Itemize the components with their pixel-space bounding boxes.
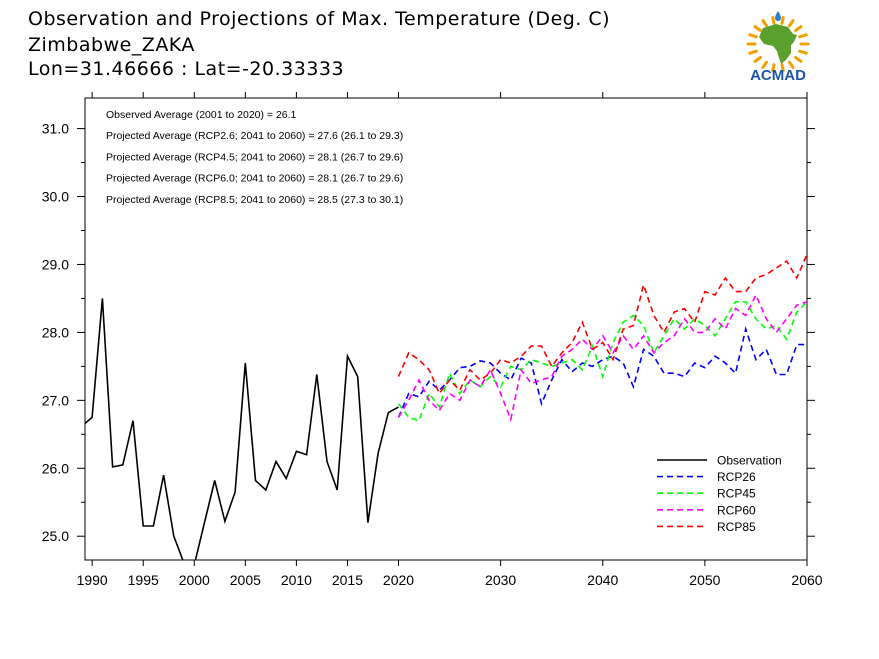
sun-ray: [788, 19, 795, 28]
series-line-rcp85: [397, 253, 807, 396]
x-tick-label: 2030: [485, 572, 516, 588]
x-tick-label: 2020: [383, 572, 414, 588]
sun-ray: [794, 55, 803, 63]
sun-ray: [794, 25, 803, 33]
x-tick-label: 2000: [179, 572, 210, 588]
annotation-text: Projected Average (RCP6.0; 2041 to 2060)…: [106, 173, 403, 185]
sun-ray: [788, 60, 795, 69]
legend: Observation RCP26 RCP45 RCP60 RCP85: [657, 454, 782, 534]
coordinates-label: Lon=31.46666 : Lat=-20.33333: [28, 58, 345, 80]
x-tick-label: 1995: [128, 572, 159, 588]
axis-ticks: [77, 92, 815, 566]
sun-ray: [771, 63, 776, 73]
sun-ray: [748, 49, 758, 55]
logo-text: ACMAD: [750, 67, 806, 84]
sun-ray: [780, 15, 785, 25]
sun-ray: [748, 33, 758, 39]
y-tick-label: 30.0: [42, 189, 69, 205]
legend-label: RCP60: [717, 503, 756, 517]
x-tick-label: 2060: [791, 572, 822, 588]
series-line-rcp45: [397, 300, 807, 422]
x-tick-label: 2040: [587, 572, 618, 588]
y-tick-label: 28.0: [42, 324, 69, 340]
annotation-text: Projected Average (RCP4.5; 2041 to 2060)…: [106, 151, 403, 163]
series-group: [85, 253, 807, 560]
sun-ray: [798, 49, 808, 55]
sun-ray: [753, 25, 762, 33]
legend-label: RCP26: [717, 470, 756, 484]
annotation-text: Projected Average (RCP2.6; 2041 to 2060)…: [106, 130, 403, 142]
series-line-rcp60: [397, 293, 807, 423]
annotation-text: Observed Average (2001 to 2020) = 26.1: [106, 109, 297, 121]
annotation-text: Projected Average (RCP8.5; 2041 to 2060)…: [106, 194, 403, 206]
series-line-observation: [85, 298, 399, 560]
x-tick-label: 2015: [332, 572, 363, 588]
sun-ray: [753, 55, 762, 63]
location-label: Zimbabwe_ZAKA: [28, 34, 195, 56]
chart-title: Observation and Projections of Max. Temp…: [28, 8, 611, 30]
sun-ray: [761, 19, 768, 28]
x-tick-label: 2005: [230, 572, 261, 588]
y-tick-label: 27.0: [42, 392, 69, 408]
water-drop-icon: [775, 11, 781, 21]
sun-ray: [780, 63, 785, 73]
x-tick-label: 1990: [77, 572, 108, 588]
y-tick-label: 26.0: [42, 460, 69, 476]
y-tick-label: 31.0: [42, 121, 69, 137]
plot-area: [84, 97, 808, 561]
y-tick-label: 29.0: [42, 256, 69, 272]
legend-label: Observation: [717, 454, 782, 468]
sun-rays: [746, 15, 810, 73]
y-tick-label: 25.0: [42, 528, 69, 544]
acmad-logo: ACMAD: [736, 8, 820, 84]
legend-label: RCP85: [717, 520, 756, 534]
series-lines: [85, 253, 807, 560]
sun-ray: [771, 15, 776, 25]
x-tick-label: 2050: [689, 572, 720, 588]
x-tick-label: 2010: [281, 572, 312, 588]
sun-ray: [761, 60, 768, 69]
legend-label: RCP45: [717, 487, 756, 501]
africa-sun-logo-icon: ACMAD: [746, 11, 810, 84]
axis-tick-labels: 1990 1995 2000 2005 2010 2015 2020 2030 2040 2050…: [42, 121, 823, 588]
series-line-rcp26: [397, 326, 807, 418]
africa-map-icon: [759, 24, 797, 64]
annotations: Observed Average (2001 to 2020) = 26.1 Pr…: [106, 109, 403, 206]
sun-ray: [798, 33, 808, 39]
